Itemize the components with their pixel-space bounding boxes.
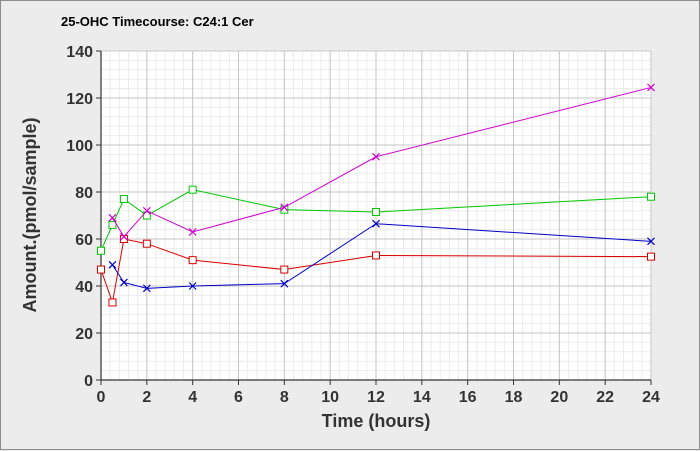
- data-point: [142, 206, 151, 215]
- y-tick-label: 20: [75, 326, 93, 343]
- x-tick-label: 18: [505, 389, 523, 406]
- series-2: [108, 219, 655, 293]
- data-point: [280, 203, 289, 212]
- data-point: [142, 284, 151, 293]
- data-point: [188, 228, 197, 236]
- data-point: [372, 251, 380, 260]
- data-point: [647, 83, 655, 92]
- y-tick-label: 0: [84, 373, 93, 390]
- series-line: [100, 238, 652, 305]
- data-point: [280, 205, 289, 214]
- y-tick-label: 40: [75, 279, 93, 296]
- x-tick-label: 16: [459, 389, 477, 406]
- data-point: [97, 265, 105, 274]
- x-tick-label: 2: [142, 389, 151, 406]
- data-point: [142, 239, 151, 248]
- data-point: [108, 213, 117, 222]
- y-tick-label: 80: [75, 185, 93, 202]
- x-tick-labels: 0 2 4 6 8 10 12 14 16 18 20 22 24: [97, 389, 660, 406]
- series-layer: [97, 83, 655, 307]
- y-tick-label: 140: [66, 44, 93, 61]
- data-point: [119, 235, 128, 243]
- data-point: [119, 278, 128, 287]
- y-axis-label: Amount.(pmol/sample): [20, 117, 40, 312]
- data-point: [142, 211, 151, 220]
- x-tick-label: 0: [97, 389, 106, 406]
- x-tick-label: 24: [642, 389, 660, 406]
- data-point: [119, 195, 128, 204]
- x-tick-label: 22: [596, 389, 614, 406]
- y-tick-label: 60: [75, 232, 93, 249]
- x-tick-label: 20: [550, 389, 568, 406]
- data-point: [188, 282, 197, 290]
- data-point: [97, 246, 105, 255]
- series-0: [97, 235, 655, 307]
- y-tick-labels: 0 20 40 60 80 100 120 140: [66, 44, 93, 390]
- x-tick-label: 14: [413, 389, 431, 406]
- x-tick-label: 8: [280, 389, 289, 406]
- data-point: [108, 298, 117, 307]
- x-tick-label: 6: [234, 389, 243, 406]
- data-point: [647, 252, 655, 261]
- x-tick-label: 4: [188, 389, 197, 406]
- x-axis-label: Time (hours): [322, 411, 431, 431]
- y-tick-label: 100: [66, 138, 93, 155]
- x-tick-label: 10: [321, 389, 339, 406]
- series-3: [108, 83, 655, 241]
- y-tick-label: 120: [66, 91, 93, 108]
- data-point: [647, 192, 655, 201]
- data-point: [280, 265, 289, 274]
- data-point: [280, 279, 289, 288]
- data-point: [372, 219, 380, 228]
- data-point: [108, 220, 117, 229]
- data-point: [188, 185, 197, 194]
- data-point: [188, 256, 197, 265]
- data-point: [372, 152, 380, 161]
- data-point: [372, 207, 380, 216]
- data-point: [119, 232, 128, 241]
- data-point: [108, 260, 117, 269]
- axes: [96, 50, 652, 385]
- chart-title: 25-OHC Timecourse: C24:1 Cer: [61, 14, 254, 29]
- x-tick-label: 12: [367, 389, 385, 406]
- data-point: [647, 237, 655, 246]
